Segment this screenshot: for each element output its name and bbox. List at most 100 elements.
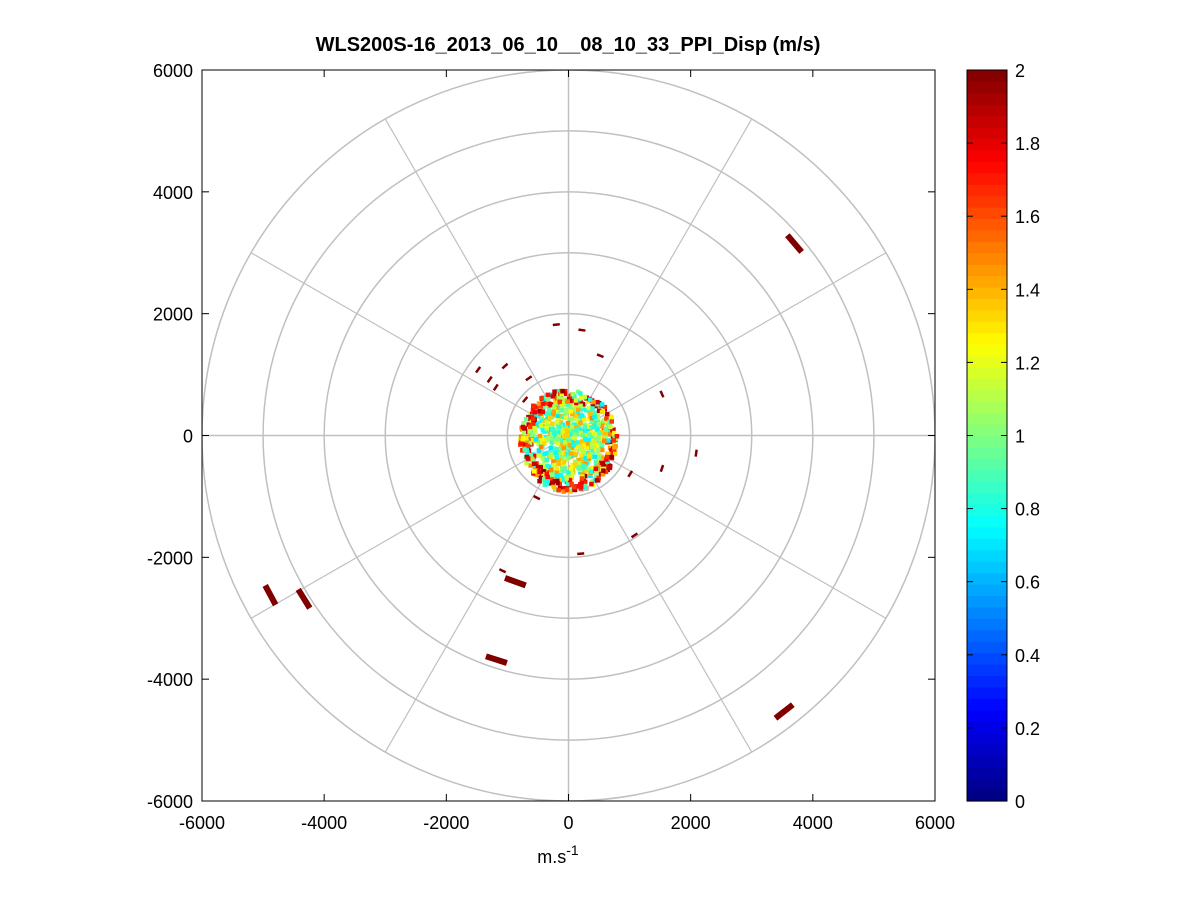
core-point [592, 431, 598, 437]
colorbar-segment [967, 458, 1007, 471]
core-point [540, 428, 546, 433]
core-point [566, 396, 572, 402]
colorbar-tick-label: 2 [1015, 61, 1025, 81]
core-point [589, 479, 595, 484]
core-point [520, 424, 526, 430]
core-point [561, 445, 567, 451]
core-point [518, 440, 524, 446]
core-point [538, 475, 544, 481]
core-point [569, 445, 574, 450]
core-point [582, 394, 588, 400]
colorbar-tick-label: 1 [1015, 427, 1025, 447]
core-point [529, 456, 535, 462]
y-tick-label: 4000 [153, 183, 193, 203]
core-point [553, 450, 559, 456]
core-point [544, 420, 550, 425]
x-axis: -6000 -4000 -2000 0 2000 4000 6000 [179, 70, 955, 833]
colorbar-segment [967, 766, 1007, 779]
colorbar-tick-label: 0 [1015, 792, 1025, 812]
core-point [554, 436, 560, 441]
core-point [538, 411, 543, 416]
colorbar-segment [967, 138, 1007, 151]
core-point [573, 398, 579, 403]
grid-spoke [384, 435, 570, 753]
core-point [522, 447, 528, 452]
core-point [555, 413, 560, 418]
colorbar-segment [967, 161, 1007, 174]
core-point [574, 484, 580, 489]
data-point [596, 353, 604, 359]
colorbar-segment [967, 389, 1007, 402]
core-point [607, 465, 613, 471]
grid-spoke [567, 435, 753, 753]
core-point [580, 449, 586, 454]
core-point [536, 413, 541, 419]
core-point [543, 411, 548, 416]
colorbar-segment [967, 229, 1007, 242]
data-point [501, 362, 509, 370]
core-point [596, 408, 602, 413]
core-point [610, 441, 616, 447]
core-point [585, 428, 590, 434]
core-point [530, 420, 536, 426]
core-point [603, 469, 609, 475]
colorbar-segment [967, 755, 1007, 768]
grid-spoke [568, 434, 887, 619]
core-point [611, 430, 617, 436]
colorbar-segment [967, 172, 1007, 185]
colorbar-tick-label: 0.8 [1015, 500, 1040, 520]
core-point [537, 469, 542, 475]
core-point [579, 395, 584, 401]
core-point [554, 447, 559, 452]
core-point [554, 473, 560, 479]
core-point [549, 472, 555, 478]
core-point [610, 450, 616, 456]
colorbar-segment [967, 549, 1007, 562]
core-point [578, 484, 584, 490]
data-point [295, 587, 313, 610]
core-point [551, 409, 556, 414]
core-point [578, 420, 583, 426]
core-point [537, 433, 543, 439]
core-point [573, 452, 579, 457]
core-point [544, 471, 549, 477]
core-point [538, 444, 544, 450]
core-point [568, 443, 573, 448]
core-point [554, 455, 559, 460]
core-point [556, 433, 561, 438]
core-point [606, 438, 611, 443]
core-point [520, 436, 525, 442]
colorbar-segment [967, 618, 1007, 631]
core-point [593, 466, 598, 472]
core-point [536, 453, 542, 458]
core-point [580, 432, 585, 438]
core-point [543, 480, 548, 485]
core-point [602, 431, 608, 436]
core-point [578, 391, 583, 396]
x-tick-label: -2000 [423, 813, 469, 833]
core-point [595, 399, 600, 405]
core-point [537, 408, 543, 414]
core-point [603, 427, 608, 432]
core-point [592, 439, 598, 444]
core-point [586, 405, 592, 410]
colorbar-segment [967, 743, 1007, 756]
core-point [532, 409, 538, 415]
core-point [582, 473, 588, 479]
core-point [574, 427, 579, 433]
core-point [571, 407, 576, 413]
core-point [531, 403, 536, 409]
core-point [546, 407, 552, 413]
core-point [526, 414, 531, 420]
core-point [592, 410, 598, 416]
core-point [552, 389, 557, 395]
core-point [550, 394, 555, 399]
colorbar-segment [967, 538, 1007, 551]
core-point [583, 407, 589, 413]
core-point [589, 445, 595, 450]
core-point [531, 416, 536, 421]
data-point [503, 575, 527, 589]
core-point [565, 481, 571, 487]
core-point [527, 440, 533, 446]
grid-spoke [567, 118, 753, 436]
